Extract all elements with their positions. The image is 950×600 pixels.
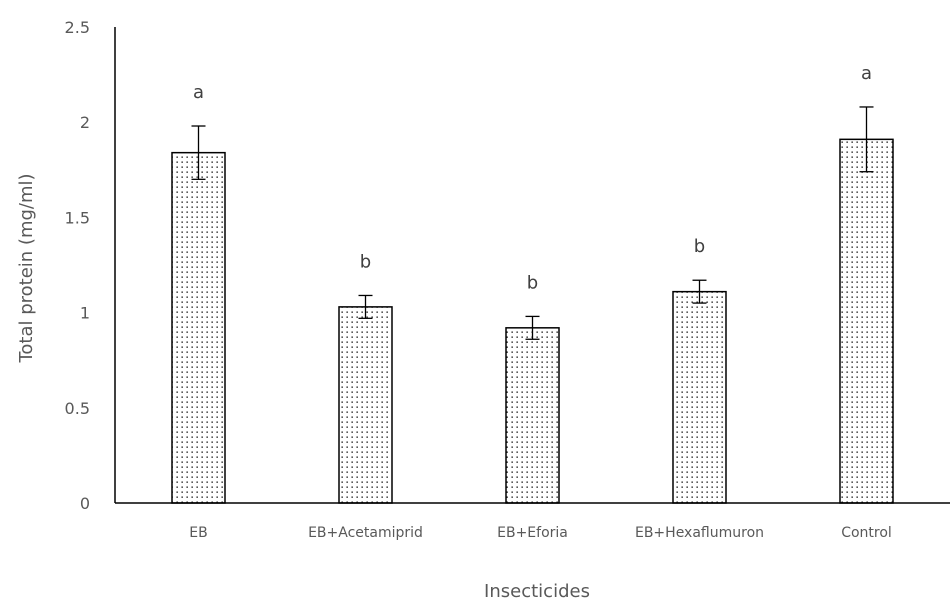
- bar-control: [840, 139, 893, 503]
- y-tick-label: 2: [80, 113, 90, 132]
- x-tick-label: Control: [841, 525, 892, 541]
- significance-letter: b: [527, 272, 538, 293]
- bar-eb-acetamiprid: [339, 307, 392, 503]
- bar-eb: [172, 153, 225, 503]
- bar-eb-hexaflumuron: [673, 292, 726, 503]
- significance-letter: a: [861, 63, 872, 84]
- significance-letter: b: [360, 251, 371, 272]
- y-axis-title: Total protein (mg/ml): [16, 173, 37, 363]
- y-tick-label: 1: [80, 304, 90, 323]
- y-tick-label: 2.5: [65, 18, 90, 37]
- x-tick-label: EB+Eforia: [497, 525, 568, 541]
- x-tick-label: EB+Acetamiprid: [308, 525, 423, 541]
- x-axis-title: Insecticides: [484, 581, 590, 600]
- significance-letter: b: [694, 236, 705, 257]
- y-tick-label: 0.5: [65, 399, 90, 418]
- bar-eb-eforia: [506, 328, 559, 503]
- plot-area: [172, 107, 893, 503]
- y-tick-label: 1.5: [65, 208, 90, 227]
- y-tick-label: 0: [80, 494, 90, 513]
- x-tick-label: EB+Hexaflumuron: [635, 525, 764, 541]
- significance-letter: a: [193, 82, 204, 103]
- x-tick-label: EB: [189, 525, 207, 541]
